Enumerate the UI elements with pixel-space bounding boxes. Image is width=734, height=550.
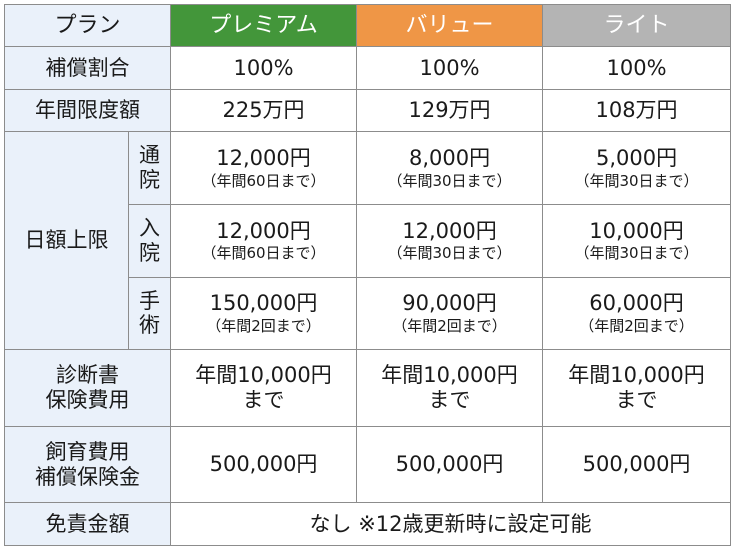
outpatient-label: 通 院	[127, 131, 172, 205]
owner-liability-row: 飼育費用 補償保険金 500,000円 500,000円 500,000円	[3, 425, 732, 504]
surgery-label: 手 術	[127, 276, 172, 351]
lite-inpatient-cell: 10,000円 （年間30日まで）	[542, 204, 732, 278]
outpatient-row: 日額上限 通 院 12,000円 （年間60日まで） 8,000円 （年間30日…	[4, 131, 732, 351]
deductible-row: 免責金額 なし ※12歳更新時に設定可能	[3, 502, 732, 546]
inpatient-row: 入 院 12,000円 （年間60日まで） 12,000円 （年間30日まで） …	[5, 204, 732, 278]
value-surgery-cell: 90,000円 （年間2回まで）	[356, 276, 544, 351]
lite-annual-limit: 108万円	[542, 88, 732, 133]
deductible-value: なし ※12歳更新時に設定可能	[170, 502, 732, 546]
premium-surgery-cell: 150,000円 （年間2回まで）	[170, 276, 358, 351]
coverage-ratio-row: 補償割合 100% 100% 100%	[3, 46, 732, 90]
premium-annual-limit: 225万円	[170, 88, 358, 133]
diagnosis-row: 診断書 保険費用 年間10,000円 まで 年間10,000円 まで 年間10,…	[3, 349, 732, 427]
inpatient-label-line-2: 院	[139, 240, 160, 265]
lite-surgery-note: （年間2回まで）	[579, 316, 694, 335]
lite-outpatient-note: （年間30日まで）	[574, 171, 699, 190]
premium-outpatient-amount: 12,000円	[216, 146, 311, 170]
value-diagnosis-line-1: 年間10,000円	[381, 363, 518, 388]
outpatient-label-line-1: 通	[139, 143, 160, 168]
lite-diagnosis-cell: 年間10,000円 まで	[542, 349, 732, 427]
premium-surgery-amount: 150,000円	[209, 291, 318, 316]
premium-inpatient-note: （年間60日まで）	[201, 244, 326, 263]
value-outpatient-amount: 8,000円	[408, 146, 491, 170]
premium-coverage-ratio: 100%	[170, 46, 358, 90]
daily-limit-label: 日額上限	[4, 131, 129, 351]
header-row: プラン プレミアム バリュー ライト	[3, 3, 732, 48]
lite-owner-liability: 500,000円	[542, 425, 732, 504]
premium-outpatient-cell: 12,000円 （年間60日まで）	[170, 131, 358, 205]
plan-header-label: プラン	[3, 3, 172, 48]
annual-limit-row: 年間限度額 225万円 129万円 108万円	[3, 88, 732, 133]
lite-diagnosis-line-2: まで	[615, 387, 658, 412]
premium-plan-header: プレミアム	[170, 3, 358, 48]
surgery-label-line-2: 術	[139, 313, 160, 338]
premium-diagnosis-line-1: 年間10,000円	[195, 363, 332, 388]
surgery-row: 手 術 150,000円 （年間2回まで） 90,000円 （年間2回まで） 6…	[5, 276, 732, 351]
diagnosis-label-line-1: 診断書	[56, 363, 119, 388]
owner-liability-label-line-2: 補償保険金	[35, 464, 140, 489]
premium-diagnosis-line-2: まで	[242, 387, 285, 412]
premium-owner-liability: 500,000円	[170, 425, 358, 504]
inpatient-label-line-1: 入	[139, 216, 160, 240]
premium-inpatient-amount: 12,000円	[216, 218, 311, 243]
lite-surgery-amount: 60,000円	[589, 291, 684, 316]
surgery-label-line-1: 手	[139, 288, 160, 313]
deductible-label: 免責金額	[3, 502, 172, 546]
lite-plan-header: ライト	[542, 3, 732, 48]
diagnosis-label: 診断書 保険費用	[3, 349, 172, 427]
value-outpatient-note: （年間30日まで）	[387, 171, 512, 190]
lite-diagnosis-line-1: 年間10,000円	[568, 363, 705, 388]
value-diagnosis-cell: 年間10,000円 まで	[356, 349, 544, 427]
value-outpatient-cell: 8,000円 （年間30日まで）	[356, 131, 544, 205]
lite-surgery-cell: 60,000円 （年間2回まで）	[542, 276, 732, 351]
value-inpatient-cell: 12,000円 （年間30日まで）	[356, 204, 544, 278]
value-inpatient-note: （年間30日まで）	[387, 244, 512, 263]
premium-diagnosis-cell: 年間10,000円 まで	[170, 349, 358, 427]
value-inpatient-amount: 12,000円	[402, 218, 497, 243]
annual-limit-label: 年間限度額	[3, 88, 172, 133]
lite-outpatient-amount: 5,000円	[595, 146, 678, 170]
lite-inpatient-note: （年間30日まで）	[574, 244, 699, 263]
value-surgery-amount: 90,000円	[402, 291, 497, 316]
plan-comparison-table: プラン プレミアム バリュー ライト 補償割合 100% 100% 100% 年…	[3, 3, 732, 546]
value-owner-liability: 500,000円	[356, 425, 544, 504]
outpatient-label-line-2: 院	[139, 168, 160, 193]
value-annual-limit: 129万円	[356, 88, 544, 133]
lite-inpatient-amount: 10,000円	[589, 218, 684, 243]
owner-liability-label: 飼育費用 補償保険金	[3, 425, 172, 504]
diagnosis-label-line-2: 保険費用	[45, 387, 130, 412]
owner-liability-label-line-1: 飼育費用	[45, 439, 130, 464]
inpatient-label: 入 院	[127, 204, 172, 278]
premium-surgery-note: （年間2回まで）	[206, 316, 321, 335]
value-diagnosis-line-2: まで	[428, 387, 471, 412]
premium-outpatient-note: （年間60日まで）	[201, 171, 326, 190]
lite-coverage-ratio: 100%	[542, 46, 732, 90]
value-plan-header: バリュー	[356, 3, 544, 48]
coverage-ratio-label: 補償割合	[3, 46, 172, 90]
lite-outpatient-cell: 5,000円 （年間30日まで）	[542, 131, 732, 205]
value-coverage-ratio: 100%	[356, 46, 544, 90]
premium-inpatient-cell: 12,000円 （年間60日まで）	[170, 204, 358, 278]
value-surgery-note: （年間2回まで）	[392, 316, 507, 335]
